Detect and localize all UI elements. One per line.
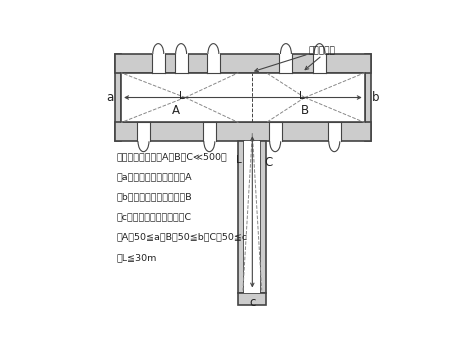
Bar — [365, 54, 371, 141]
Bar — [238, 141, 244, 293]
Text: ・L≦30m: ・L≦30m — [117, 253, 157, 262]
Bar — [115, 54, 121, 141]
Bar — [174, 53, 188, 73]
Text: b: b — [372, 91, 379, 104]
Text: B: B — [301, 104, 309, 118]
Bar — [207, 53, 220, 73]
Bar — [115, 54, 371, 73]
Bar — [121, 73, 365, 122]
Text: C: C — [264, 156, 273, 169]
Bar — [280, 53, 292, 73]
Bar — [121, 73, 365, 122]
Text: ・防煙区画面積＝A＋B＋C≪500㎡: ・防煙区画面積＝A＋B＋C≪500㎡ — [117, 152, 228, 161]
Bar — [203, 122, 216, 143]
Text: ・bの排煙口の能力範囲＝B: ・bの排煙口の能力範囲＝B — [117, 192, 192, 201]
Bar — [137, 122, 150, 143]
Bar — [115, 122, 371, 141]
Text: A: A — [172, 104, 180, 118]
Bar — [328, 122, 341, 143]
Text: L: L — [299, 91, 304, 101]
Bar — [244, 141, 260, 293]
Text: a: a — [107, 91, 114, 104]
Text: c: c — [249, 296, 255, 309]
Text: L: L — [179, 91, 184, 101]
Bar — [152, 53, 165, 73]
Bar — [313, 53, 326, 73]
Text: ・A／50≦a，B／50≦b，C／50≦c: ・A／50≦a，B／50≦b，C／50≦c — [117, 233, 248, 242]
Bar — [269, 122, 282, 143]
Text: ・aの排煙口の能力範囲＝A: ・aの排煙口の能力範囲＝A — [117, 172, 192, 181]
Bar — [260, 141, 266, 293]
Text: L: L — [237, 155, 242, 165]
Text: ・cの排煙口の能力範囲＝C: ・cの排煙口の能力範囲＝C — [117, 213, 192, 222]
Text: 垂れ壁不要: 垂れ壁不要 — [309, 47, 336, 56]
Bar — [238, 293, 266, 305]
